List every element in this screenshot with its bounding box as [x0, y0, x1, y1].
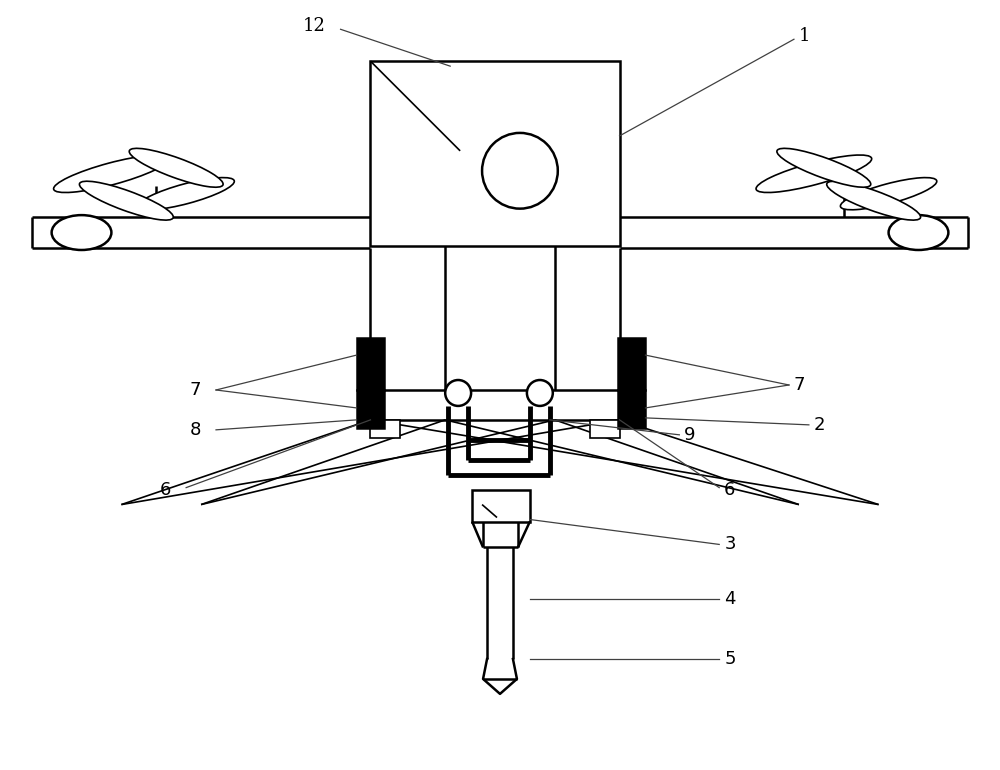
Text: 1: 1	[799, 27, 810, 45]
Ellipse shape	[889, 215, 948, 250]
Bar	[590, 420, 620, 438]
Bar	[618, 390, 645, 428]
Circle shape	[527, 380, 553, 406]
Text: 12: 12	[303, 17, 326, 35]
Bar	[357, 338, 384, 390]
Text: 2: 2	[814, 416, 825, 434]
Bar	[370, 61, 620, 246]
Ellipse shape	[129, 149, 223, 187]
Text: 8: 8	[190, 421, 201, 439]
Text: 7: 7	[190, 381, 201, 399]
Ellipse shape	[756, 155, 872, 192]
Text: 6: 6	[160, 480, 171, 499]
Ellipse shape	[138, 178, 234, 209]
Text: 7: 7	[794, 376, 805, 394]
Ellipse shape	[827, 181, 921, 220]
Text: 9: 9	[684, 426, 696, 444]
Text: 3: 3	[724, 535, 736, 554]
Ellipse shape	[777, 149, 871, 187]
Text: 4: 4	[724, 591, 736, 608]
Ellipse shape	[52, 215, 111, 250]
Bar	[618, 338, 645, 390]
Ellipse shape	[54, 155, 169, 192]
Circle shape	[482, 133, 558, 209]
Ellipse shape	[840, 178, 937, 209]
Ellipse shape	[79, 181, 173, 220]
Bar	[357, 390, 384, 428]
Bar	[472, 490, 530, 521]
Text: 6: 6	[724, 480, 736, 499]
Bar	[370, 420, 400, 438]
Circle shape	[445, 380, 471, 406]
Text: 5: 5	[724, 650, 736, 668]
Bar	[370, 390, 620, 420]
